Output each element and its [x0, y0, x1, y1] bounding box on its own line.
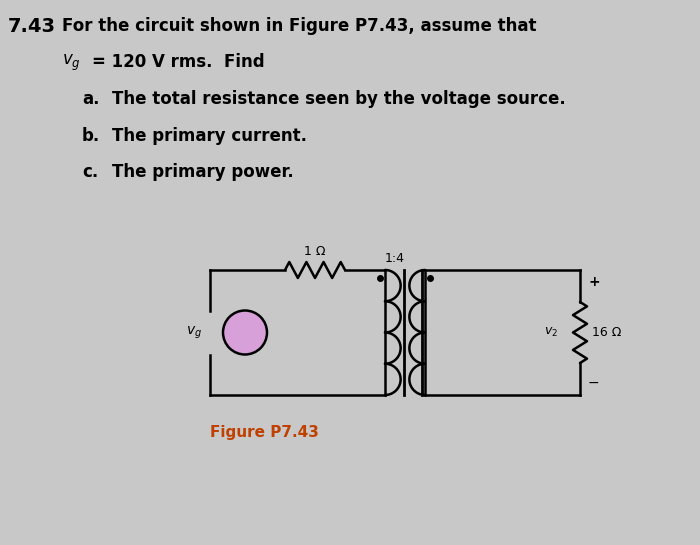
Text: The total resistance seen by the voltage source.: The total resistance seen by the voltage… [112, 90, 566, 108]
Text: a.: a. [82, 90, 99, 108]
Text: ~: ~ [240, 335, 250, 344]
Text: $v_g$: $v_g$ [186, 324, 202, 341]
Text: +: + [240, 320, 250, 330]
Text: $v_2$: $v_2$ [544, 326, 558, 339]
Text: 7.43: 7.43 [8, 17, 56, 36]
Text: $v_g$: $v_g$ [62, 53, 80, 73]
Text: 1:4: 1:4 [385, 252, 405, 265]
Text: −: − [588, 376, 600, 390]
Text: 16 Ω: 16 Ω [592, 326, 622, 339]
Text: For the circuit shown in Figure P7.43, assume that: For the circuit shown in Figure P7.43, a… [62, 17, 536, 35]
Text: 1 Ω: 1 Ω [304, 245, 326, 258]
Text: c.: c. [82, 163, 98, 181]
Text: = 120 V rms.  Find: = 120 V rms. Find [92, 53, 265, 71]
Text: b.: b. [82, 127, 100, 145]
Text: The primary current.: The primary current. [112, 127, 307, 145]
Text: The primary power.: The primary power. [112, 163, 294, 181]
Circle shape [223, 311, 267, 354]
Text: Figure P7.43: Figure P7.43 [210, 425, 319, 440]
Text: +: + [588, 275, 600, 289]
